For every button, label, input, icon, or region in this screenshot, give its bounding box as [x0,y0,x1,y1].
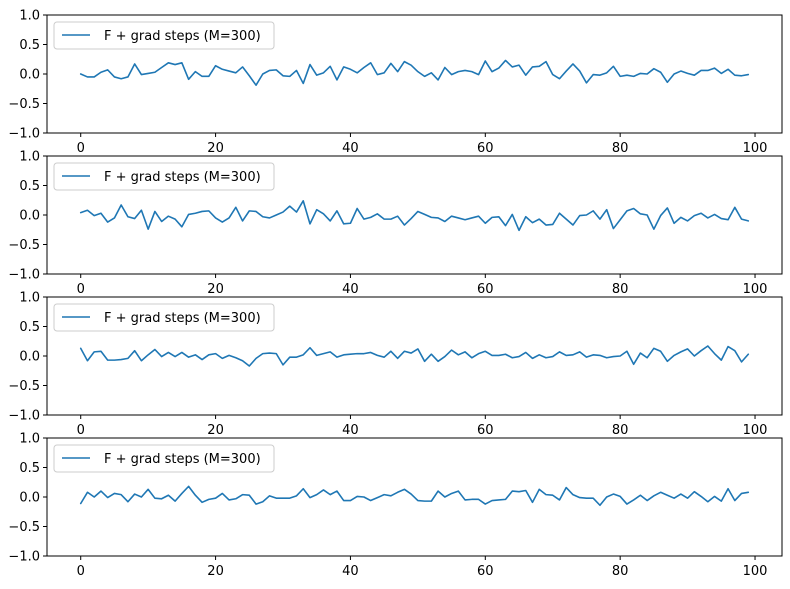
subplot-1: −1.0 −0.5 0.0 0.5 1.0 0 20 40 60 80 100 F + grad st… [8,9,783,156]
x-tick-label: 80 [612,141,629,156]
x-tick-label: 0 [77,141,85,156]
y-tick-label: 0.5 [19,461,40,476]
x-tick-label: 100 [743,282,768,297]
legend-label: F + grad steps (M=300) [104,170,261,185]
x-tick-label: 20 [207,141,224,156]
y-tick-label: 1.0 [19,9,40,24]
axes-frame [46,155,783,275]
y-tick-label: −1.0 [8,550,40,565]
series-line [79,345,750,367]
x-tick-label: 60 [477,564,494,579]
y-tick-label: −1.0 [8,268,40,283]
x-tick-label: 0 [77,282,85,297]
y-tick-label: −0.5 [8,520,40,535]
axes-frame [46,14,783,134]
x-tick-label: 80 [612,423,629,438]
y-tick-label: 1.0 [19,432,40,447]
legend-box [53,303,275,332]
y-tick-label: −0.5 [8,238,40,253]
legend: F + grad steps (M=300) [53,21,275,50]
series-line [79,59,750,87]
y-tick-label: −0.5 [8,97,40,112]
y-tick-label: 1.0 [19,150,40,165]
x-tick-label: 0 [77,423,85,438]
x-tick-label: 100 [743,141,768,156]
y-tick-label: 0.0 [19,491,40,506]
x-tick-label: 0 [77,564,85,579]
y-tick-label: 1.0 [19,291,40,306]
axes-frame [46,296,783,416]
x-tick-label: 60 [477,141,494,156]
legend: F + grad steps (M=300) [53,444,275,473]
legend: F + grad steps (M=300) [53,162,275,191]
x-tick-label: 40 [342,141,359,156]
x-tick-label: 60 [477,423,494,438]
y-tick-label: 0.5 [19,320,40,335]
subplot-3: −1.0 −0.5 0.0 0.5 1.0 0 20 40 60 80 100 F + grad st… [8,291,783,438]
legend-box [53,444,275,473]
x-tick-label: 20 [207,423,224,438]
x-tick-label: 100 [743,423,768,438]
subplot-2: −1.0 −0.5 0.0 0.5 1.0 0 20 40 60 80 100 F + grad st… [8,150,783,297]
y-tick-label: 0.0 [19,350,40,365]
legend-label: F + grad steps (M=300) [104,311,261,326]
x-tick-label: 100 [743,564,768,579]
subplot-4: −1.0 −0.5 0.0 0.5 1.0 0 20 40 60 80 100 F + grad st… [8,432,783,579]
x-tick-label: 80 [612,564,629,579]
y-tick-label: −1.0 [8,409,40,424]
legend-box [53,21,275,50]
x-tick-label: 40 [342,423,359,438]
series-line [79,200,750,232]
y-tick-label: 0.5 [19,179,40,194]
x-tick-label: 20 [207,282,224,297]
y-tick-label: 0.0 [19,68,40,83]
x-tick-label: 20 [207,564,224,579]
axes-frame [46,437,783,557]
x-tick-label: 40 [342,564,359,579]
x-tick-label: 40 [342,282,359,297]
legend-label: F + grad steps (M=300) [104,29,261,44]
y-tick-label: 0.5 [19,38,40,53]
y-tick-label: −0.5 [8,379,40,394]
legend-box [53,162,275,191]
y-tick-label: 0.0 [19,209,40,224]
legend-label: F + grad steps (M=300) [104,452,261,467]
legend: F + grad steps (M=300) [53,303,275,332]
y-tick-label: −1.0 [8,127,40,142]
x-tick-label: 80 [612,282,629,297]
series-line [79,485,750,507]
x-tick-label: 60 [477,282,494,297]
